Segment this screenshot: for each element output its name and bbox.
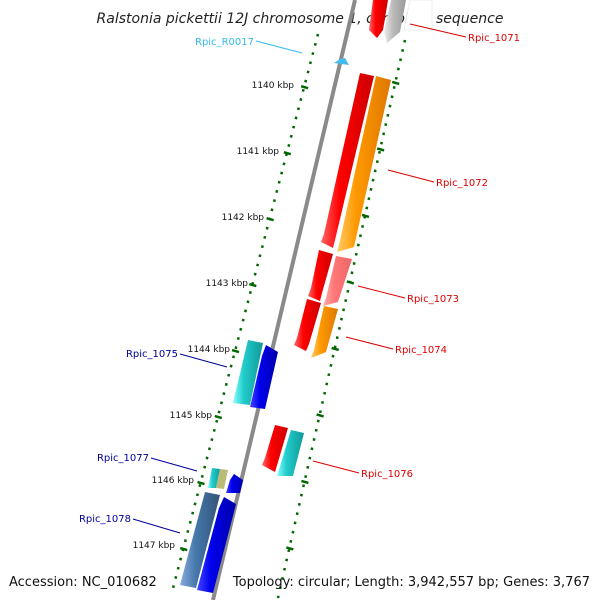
label-rpic-1073[interactable]: Rpic_1073 [407,294,459,305]
gene-rpic-1075-cyan[interactable] [233,340,263,405]
label-rpic-1075[interactable]: Rpic_1075 [126,349,178,360]
scale-tick-2 [266,216,274,222]
leader-rpic-1076 [312,460,360,474]
gene-rpic-1074-red[interactable] [294,299,321,351]
label-rpic-1078[interactable]: Rpic_1078 [79,514,131,525]
outer-tick-4 [331,346,340,352]
chromosome-backbone [211,0,357,600]
leader-rpic-1078 [132,518,181,534]
gene-rpic-1073-red[interactable] [308,250,333,301]
outer-tick-7 [285,546,294,551]
label-rpic-1076[interactable]: Rpic_1076 [361,469,413,480]
gene-labels: Rpic_R0017 Rpic_1071 Rpic_1072 Rpic_1073… [79,33,520,525]
scale-labels: 1140 kbp 1141 kbp 1142 kbp 1143 kbp 1144… [133,81,295,551]
leader-rpic-1073 [357,285,406,299]
outer-tick-2 [361,213,370,219]
leader-rpic-1077 [150,457,198,472]
outer-tick-5 [316,413,324,418]
gene-features [180,0,433,593]
gene-rpic-1077-khaki[interactable] [216,469,228,489]
label-rpic-1071[interactable]: Rpic_1071 [468,33,520,44]
gene-rpic-1071-grey[interactable] [384,0,406,43]
gene-rpic-1071-red[interactable] [369,0,388,38]
scale-label-1146: 1146 kbp [152,476,195,486]
scale-label-1147: 1147 kbp [133,541,176,551]
gene-rpic-1074-orange[interactable] [311,306,338,358]
scale-label-1142: 1142 kbp [222,213,265,223]
gene-rpic-1072-orange[interactable] [337,76,391,252]
scale-label-1143: 1143 kbp [206,279,249,289]
scale-label-1145: 1145 kbp [170,411,213,421]
scale-label-1141: 1141 kbp [237,147,280,157]
scale-ticks [179,84,309,552]
scale-label-1140: 1140 kbp [252,81,295,91]
leader-rpic-r0017 [255,40,303,54]
label-rpic-1074[interactable]: Rpic_1074 [395,345,447,356]
label-rpic-1077[interactable]: Rpic_1077 [97,453,149,464]
gene-rpic-1076-cyan[interactable] [277,430,304,476]
outer-ticks [285,80,400,551]
gene-rpic-1076-red[interactable] [262,425,288,472]
scale-tick-0 [300,84,309,90]
label-leader-lines [132,23,467,534]
gene-rpic-1077-blue[interactable] [226,474,243,493]
scale-tick-7 [179,546,188,552]
gene-rpic-1075-blue[interactable] [250,345,278,409]
scale-tick-6 [197,480,205,486]
scale-label-1144: 1144 kbp [188,345,231,355]
scale-tick-4 [231,348,240,354]
leader-rpic-1074 [345,336,394,350]
gene-rpic-1077-cyan[interactable] [208,468,220,488]
label-rpic-r0017[interactable]: Rpic_R0017 [195,37,254,48]
gene-rpic-1072-red[interactable] [321,73,374,248]
leader-rpic-1072 [387,169,435,183]
gene-rpic-1071-white[interactable] [403,0,433,31]
summary-text: Topology: circular; Length: 3,942,557 bp… [232,575,590,590]
scale-tick-5 [214,414,223,420]
outer-tick-3 [346,280,355,285]
scale-dotted-line [170,33,320,593]
gene-rpic-r0017[interactable] [334,58,349,65]
scale-tick-3 [248,282,257,288]
gene-rpic-1078-blue[interactable] [197,497,236,593]
gene-rpic-1078-steel[interactable] [180,492,220,588]
outer-tick-0 [391,80,400,86]
label-rpic-1072[interactable]: Rpic_1072 [436,178,488,189]
outer-tick-6 [301,479,309,485]
diagram-title: Ralstonia pickettii 12J chromosome 1, co… [97,11,504,27]
leader-rpic-1071 [409,23,467,38]
scale-tick-1 [283,150,292,156]
outer-dotted-line [276,39,407,599]
leader-rpic-1075 [179,353,228,368]
outer-tick-1 [376,147,385,152]
accession-text: Accession: NC_010682 [9,575,157,590]
gene-rpic-1073-pink[interactable] [323,256,352,306]
